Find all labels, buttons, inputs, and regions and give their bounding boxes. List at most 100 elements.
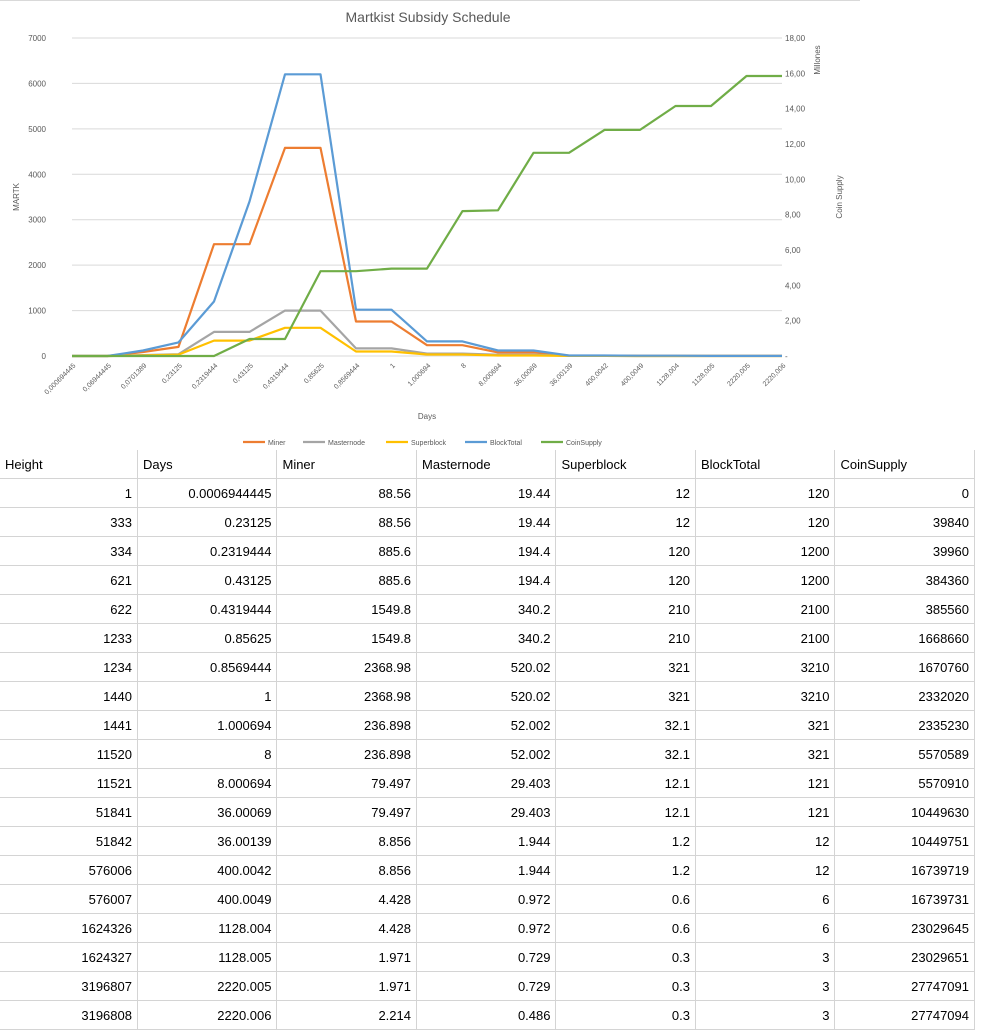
table-cell[interactable]: 1441 [0, 710, 138, 740]
table-cell[interactable]: 1440 [0, 681, 138, 711]
table-cell[interactable]: 1200 [695, 536, 836, 566]
table-cell[interactable]: 1.971 [276, 971, 417, 1001]
table-cell[interactable]: 400.0042 [137, 855, 278, 885]
table-cell[interactable]: 2368.98 [276, 681, 417, 711]
table-cell[interactable]: 2332020 [834, 681, 975, 711]
table-cell[interactable]: 1.944 [416, 826, 557, 856]
table-cell[interactable]: 3210 [695, 652, 836, 682]
table-cell[interactable]: 88.56 [276, 507, 417, 537]
table-cell[interactable]: 79.497 [276, 768, 417, 798]
table-cell[interactable]: 0.4319444 [137, 594, 278, 624]
table-cell[interactable]: 0.729 [416, 971, 557, 1001]
table-cell[interactable]: 1 [0, 478, 138, 508]
table-cell[interactable]: 576006 [0, 855, 138, 885]
column-header[interactable]: Height [0, 450, 138, 479]
table-cell[interactable]: 210 [555, 623, 696, 653]
table-cell[interactable]: 10449751 [834, 826, 975, 856]
table-cell[interactable]: 1.2 [555, 826, 696, 856]
column-header[interactable]: CoinSupply [834, 450, 975, 479]
table-cell[interactable]: 0.2319444 [137, 536, 278, 566]
table-cell[interactable]: 39960 [834, 536, 975, 566]
table-cell[interactable]: 5570589 [834, 739, 975, 769]
table-cell[interactable]: 51841 [0, 797, 138, 827]
table-cell[interactable]: 1.944 [416, 855, 557, 885]
table-cell[interactable]: 32.1 [555, 710, 696, 740]
table-cell[interactable]: 8.856 [276, 826, 417, 856]
column-header[interactable]: BlockTotal [695, 450, 836, 479]
table-cell[interactable]: 622 [0, 594, 138, 624]
table-cell[interactable]: 3196808 [0, 1000, 138, 1030]
table-cell[interactable]: 8 [137, 739, 278, 769]
table-cell[interactable]: 1128.005 [137, 942, 278, 972]
table-cell[interactable]: 1670760 [834, 652, 975, 682]
table-cell[interactable]: 0.43125 [137, 565, 278, 595]
table-cell[interactable]: 79.497 [276, 797, 417, 827]
table-cell[interactable]: 2335230 [834, 710, 975, 740]
table-cell[interactable]: 0.972 [416, 913, 557, 943]
table-cell[interactable]: 0.486 [416, 1000, 557, 1030]
table-cell[interactable]: 16739719 [834, 855, 975, 885]
table-cell[interactable]: 12 [695, 826, 836, 856]
table-cell[interactable]: 236.898 [276, 739, 417, 769]
table-cell[interactable]: 23029645 [834, 913, 975, 943]
table-cell[interactable]: 121 [695, 768, 836, 798]
column-header[interactable]: Superblock [555, 450, 696, 479]
table-cell[interactable]: 1.000694 [137, 710, 278, 740]
table-cell[interactable]: 0.85625 [137, 623, 278, 653]
table-cell[interactable]: 12.1 [555, 768, 696, 798]
table-cell[interactable]: 385560 [834, 594, 975, 624]
table-cell[interactable]: 321 [555, 681, 696, 711]
table-cell[interactable]: 51842 [0, 826, 138, 856]
table-cell[interactable]: 0 [834, 478, 975, 508]
table-cell[interactable]: 4.428 [276, 884, 417, 914]
table-cell[interactable]: 194.4 [416, 536, 557, 566]
table-cell[interactable]: 1128.004 [137, 913, 278, 943]
table-cell[interactable]: 1 [137, 681, 278, 711]
table-cell[interactable]: 121 [695, 797, 836, 827]
table-cell[interactable]: 2220.005 [137, 971, 278, 1001]
table-cell[interactable]: 2.214 [276, 1000, 417, 1030]
column-header[interactable]: Days [137, 450, 278, 479]
table-cell[interactable]: 52.002 [416, 739, 557, 769]
table-cell[interactable]: 1.2 [555, 855, 696, 885]
table-cell[interactable]: 340.2 [416, 623, 557, 653]
table-cell[interactable]: 29.403 [416, 768, 557, 798]
table-cell[interactable]: 1233 [0, 623, 138, 653]
table-cell[interactable]: 0.972 [416, 884, 557, 914]
table-cell[interactable]: 11520 [0, 739, 138, 769]
table-cell[interactable]: 1549.8 [276, 623, 417, 653]
table-cell[interactable]: 576007 [0, 884, 138, 914]
table-cell[interactable]: 321 [695, 739, 836, 769]
table-cell[interactable]: 334 [0, 536, 138, 566]
table-cell[interactable]: 400.0049 [137, 884, 278, 914]
table-cell[interactable]: 0.6 [555, 884, 696, 914]
table-cell[interactable]: 36.00139 [137, 826, 278, 856]
table-cell[interactable]: 1624326 [0, 913, 138, 943]
table-cell[interactable]: 384360 [834, 565, 975, 595]
table-cell[interactable]: 10449630 [834, 797, 975, 827]
table-cell[interactable]: 194.4 [416, 565, 557, 595]
table-cell[interactable]: 0.3 [555, 942, 696, 972]
table-cell[interactable]: 3 [695, 971, 836, 1001]
table-cell[interactable]: 2100 [695, 623, 836, 653]
table-cell[interactable]: 120 [695, 478, 836, 508]
table-cell[interactable]: 120 [695, 507, 836, 537]
table-cell[interactable]: 0.0006944445 [137, 478, 278, 508]
table-cell[interactable]: 120 [555, 565, 696, 595]
table-cell[interactable]: 32.1 [555, 739, 696, 769]
table-cell[interactable]: 333 [0, 507, 138, 537]
table-cell[interactable]: 36.00069 [137, 797, 278, 827]
table-cell[interactable]: 52.002 [416, 710, 557, 740]
table-cell[interactable]: 12.1 [555, 797, 696, 827]
table-cell[interactable]: 11521 [0, 768, 138, 798]
table-cell[interactable]: 2220.006 [137, 1000, 278, 1030]
table-cell[interactable]: 29.403 [416, 797, 557, 827]
table-cell[interactable]: 621 [0, 565, 138, 595]
table-cell[interactable]: 1234 [0, 652, 138, 682]
table-cell[interactable]: 6 [695, 884, 836, 914]
table-cell[interactable]: 3 [695, 942, 836, 972]
table-cell[interactable]: 3 [695, 1000, 836, 1030]
table-cell[interactable]: 19.44 [416, 478, 557, 508]
table-cell[interactable]: 520.02 [416, 652, 557, 682]
table-cell[interactable]: 1200 [695, 565, 836, 595]
